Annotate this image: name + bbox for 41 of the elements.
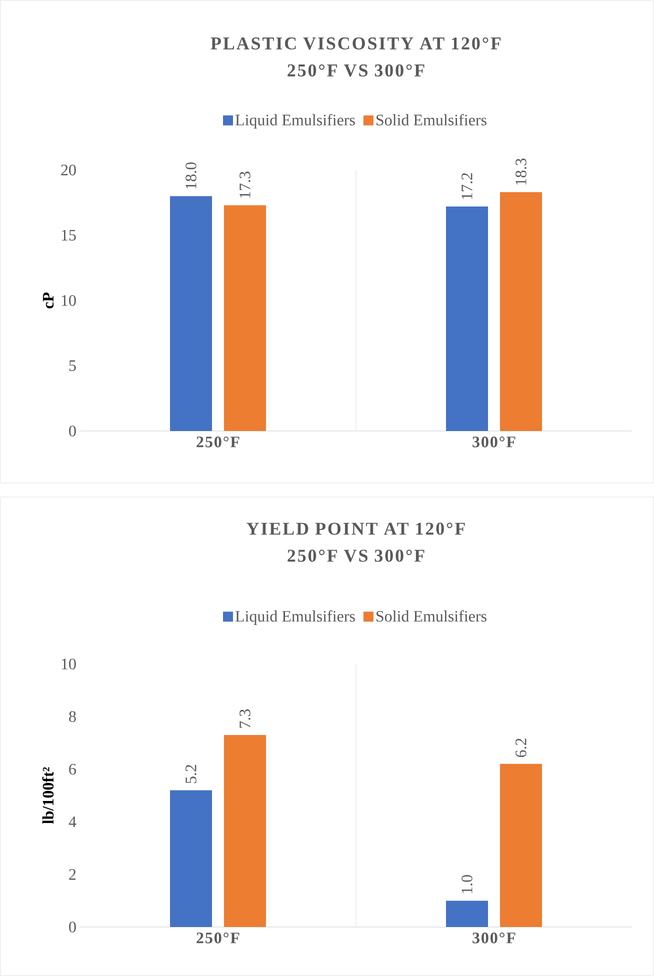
y-tick-label: 5 <box>69 360 76 372</box>
data-label: 5.2 <box>186 764 196 784</box>
data-label: 1.0 <box>462 875 472 894</box>
data-label: 18.0 <box>186 162 196 188</box>
data-label: 18.3 <box>516 158 526 185</box>
y-tick-label: 2 <box>69 869 76 880</box>
x-tick-label: 250°F <box>196 932 240 944</box>
legend-label: Solid Emulsifiers <box>376 114 486 126</box>
y-tick-label: 8 <box>69 711 76 722</box>
legend-label: Solid Emulsifiers <box>376 610 486 622</box>
data-label: 17.3 <box>240 172 250 198</box>
bar <box>224 735 266 927</box>
bar <box>500 192 542 431</box>
data-label: 17.2 <box>462 173 472 199</box>
chart-title: YIELD POINT AT 120°F <box>246 522 465 535</box>
data-label: 6.2 <box>516 738 526 758</box>
x-tick-label: 300°F <box>472 436 516 448</box>
x-tick-label: 300°F <box>472 932 516 944</box>
y-tick-label: 15 <box>62 230 76 241</box>
y-tick-label: 10 <box>62 658 76 670</box>
y-axis-title: lb/100ft² <box>42 767 54 824</box>
y-tick-label: 0 <box>69 922 76 932</box>
y-tick-label: 4 <box>68 816 76 828</box>
bar <box>500 764 542 927</box>
chart-subtitle: 250°F VS 300°F <box>288 64 424 77</box>
chart-subtitle: 250°F VS 300°F <box>288 550 424 562</box>
bar <box>170 790 212 927</box>
bar <box>170 196 212 431</box>
y-tick-label: 0 <box>69 426 76 436</box>
y-tick-label: 10 <box>62 295 76 306</box>
x-tick-label: 250°F <box>196 436 240 448</box>
y-tick-label: 6 <box>69 764 76 775</box>
y-tick-label: 20 <box>61 164 76 176</box>
bar <box>446 206 488 431</box>
bar <box>446 900 488 927</box>
legend-label: Liquid Emulsifiers <box>235 610 355 625</box>
legend-label: Liquid Emulsifiers <box>235 114 355 129</box>
y-axis-title: cP <box>42 292 54 308</box>
data-label: 7.3 <box>240 709 250 728</box>
chart-title: PLASTIC VISCOSITY AT 120°F <box>210 37 501 50</box>
bar <box>224 205 266 431</box>
